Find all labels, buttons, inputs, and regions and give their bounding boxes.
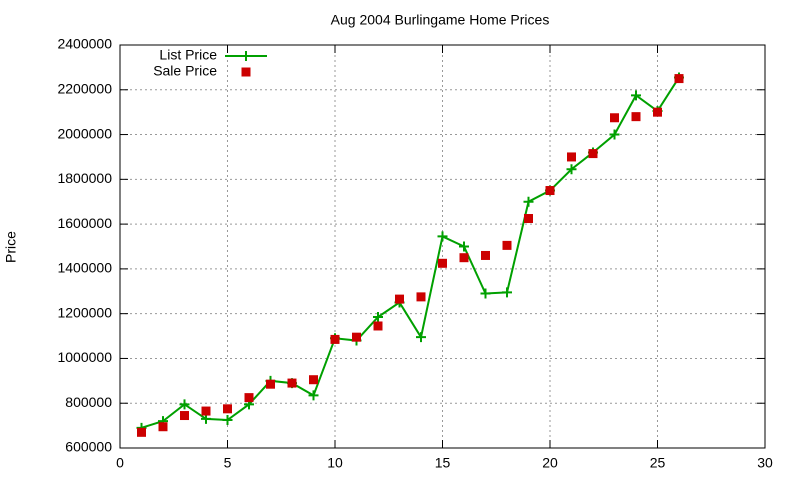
point	[653, 107, 662, 117]
point	[588, 149, 598, 159]
y-tick-label: 2200000	[57, 80, 112, 96]
point	[631, 112, 641, 122]
x-tick-label: 15	[435, 455, 451, 471]
y-tick-label: 600000	[65, 439, 112, 455]
x-tick-label: 10	[327, 455, 343, 471]
point	[158, 422, 168, 432]
plot-border	[119, 44, 766, 449]
point	[180, 411, 189, 421]
line	[141, 76, 680, 429]
legend-marker	[241, 67, 251, 77]
x-tick-label: 25	[650, 455, 666, 471]
point	[416, 292, 426, 302]
point	[222, 415, 233, 426]
point	[459, 241, 469, 252]
point	[674, 74, 684, 84]
point	[631, 90, 641, 101]
y-tick-label: 1400000	[57, 260, 112, 276]
point	[266, 379, 275, 389]
legend-label: Sale Price	[153, 63, 217, 79]
point	[437, 231, 448, 242]
point	[567, 152, 576, 162]
y-tick-label: 1600000	[57, 215, 112, 231]
point	[480, 288, 491, 299]
x-tick-label: 20	[542, 455, 558, 471]
y-tick-label: 1000000	[57, 349, 112, 365]
point	[566, 164, 577, 175]
point	[395, 294, 404, 304]
legend-label: List Price	[159, 47, 217, 63]
y-tick-label: 1200000	[57, 304, 112, 320]
x-tick-label: 5	[224, 455, 232, 471]
point	[416, 332, 426, 343]
point	[524, 214, 533, 224]
x-tick-label: 0	[116, 455, 124, 471]
legend-marker	[241, 51, 251, 61]
y-tick-label: 1800000	[57, 170, 112, 186]
point	[609, 129, 620, 140]
point	[352, 332, 361, 342]
chart-title: Aug 2004 Burlingame Home Prices	[331, 12, 550, 28]
y-tick-label: 800000	[65, 394, 112, 410]
point	[545, 186, 555, 196]
point	[244, 393, 254, 403]
y-tick-label: 2400000	[57, 36, 112, 52]
point	[438, 258, 447, 268]
point	[201, 406, 211, 416]
point	[223, 404, 232, 414]
y-axis-label: Price	[3, 231, 19, 263]
point	[309, 375, 318, 385]
point	[179, 399, 190, 410]
point	[523, 196, 534, 207]
point	[373, 312, 383, 323]
point	[308, 390, 319, 401]
point	[330, 334, 340, 344]
point	[481, 250, 490, 260]
point	[373, 321, 383, 331]
x-tick-label: 30	[757, 455, 773, 471]
point	[502, 287, 512, 298]
point	[459, 253, 469, 263]
point	[137, 427, 146, 437]
point	[610, 113, 619, 123]
point	[287, 378, 297, 388]
y-tick-label: 2000000	[57, 125, 112, 141]
point	[201, 413, 211, 424]
point	[502, 240, 512, 250]
